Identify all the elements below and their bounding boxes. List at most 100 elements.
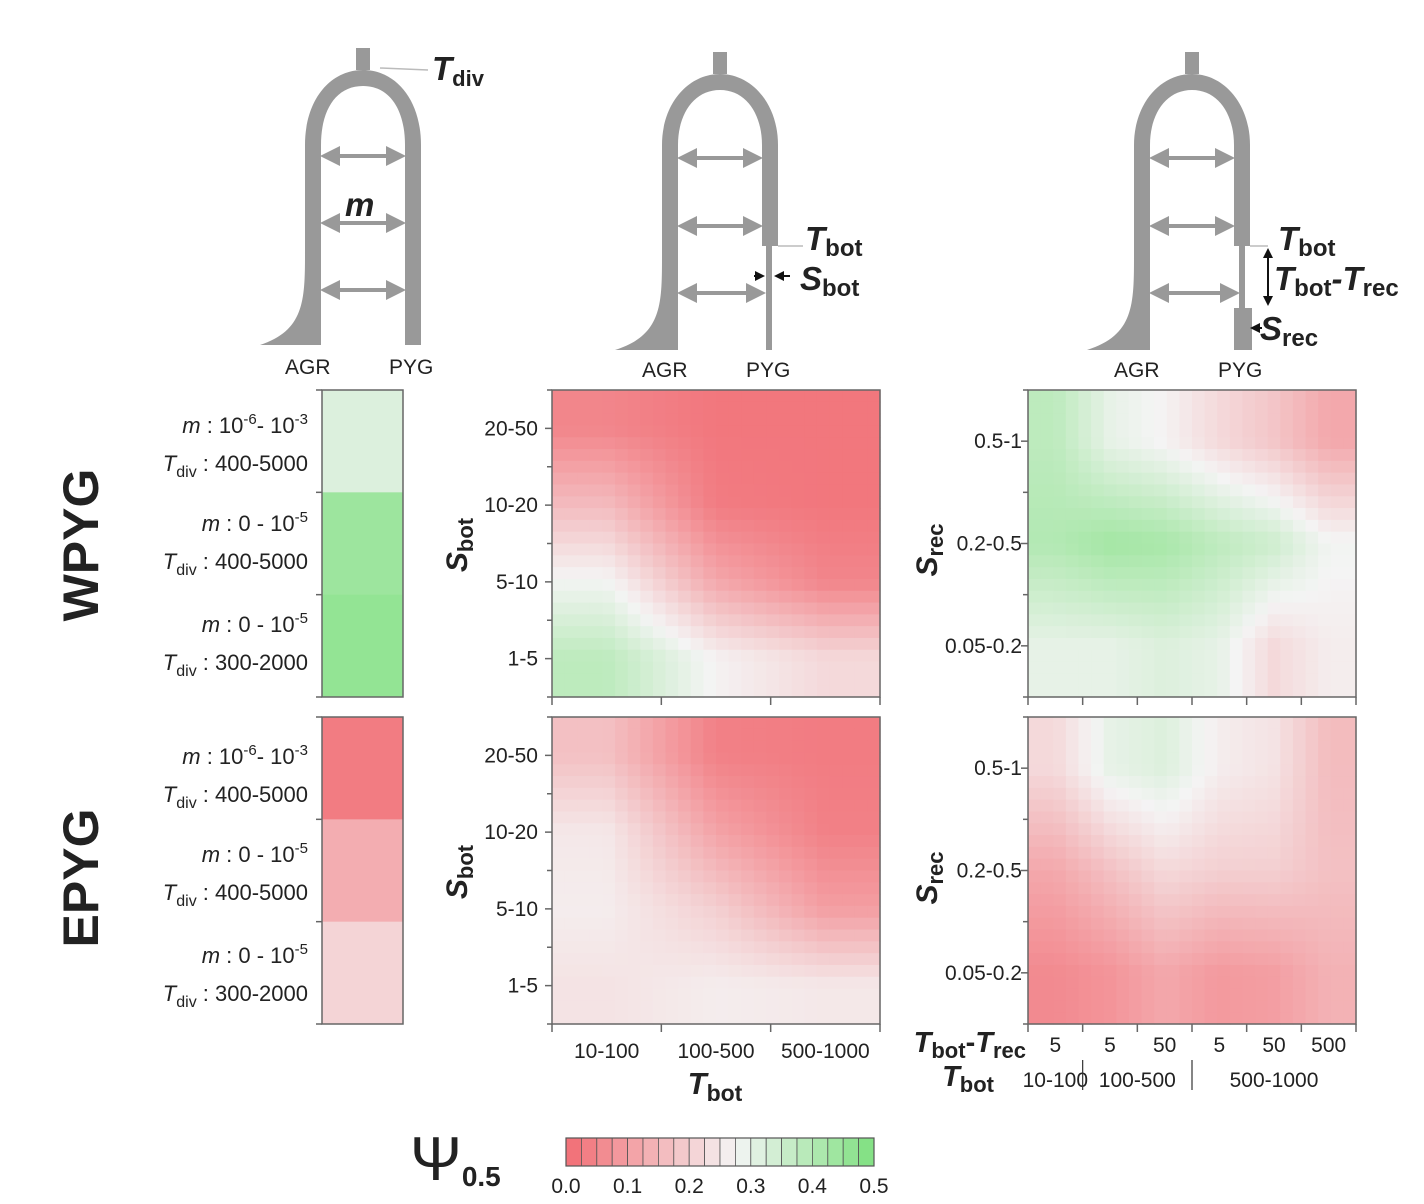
- heatmap-cell: [1179, 882, 1193, 895]
- heatmap-cell: [791, 728, 805, 742]
- heatmap-cell: [703, 823, 717, 836]
- heatmap-cell: [1128, 964, 1143, 978]
- heatmap-cell: [716, 988, 730, 1001]
- heatmap-cell: [577, 870, 591, 883]
- heatmap-cell: [1229, 917, 1244, 931]
- heatmap-cell: [741, 870, 755, 883]
- heatmap-cell: [690, 1012, 704, 1025]
- heatmap-cell: [602, 988, 616, 1001]
- heatmap-cell: [577, 472, 591, 486]
- heatmap-cell: [627, 460, 641, 474]
- heatmap-cell: [854, 390, 868, 403]
- heatmap-cell: [867, 740, 881, 754]
- heatmap-cell: [1166, 484, 1180, 497]
- heatmap-cell: [728, 787, 742, 801]
- heatmap-cell: [1217, 484, 1231, 497]
- heatmap-cell: [1179, 425, 1193, 438]
- heatmap-cell: [665, 590, 679, 604]
- heatmap-cell: [602, 776, 616, 789]
- heatmap-cell: [577, 578, 591, 592]
- heatmap-cell: [1040, 590, 1054, 604]
- heatmap-cell: [1292, 823, 1307, 836]
- heatmap-cell: [1078, 614, 1092, 627]
- heatmap-cell: [842, 531, 856, 545]
- heatmap-cell: [1255, 988, 1269, 1001]
- heatmap-cell: [1192, 882, 1206, 895]
- heatmap-cell: [1255, 437, 1269, 450]
- heatmap-cell: [602, 413, 616, 427]
- heatmap-cell: [602, 449, 616, 462]
- heatmap-cell: [1065, 894, 1080, 907]
- heatmap-cell: [627, 543, 641, 556]
- heatmap-cell: [791, 787, 805, 801]
- heatmap-cell: [1028, 858, 1042, 872]
- heatmap-cell: [1242, 590, 1256, 604]
- heatmap-cell: [791, 449, 805, 462]
- heatmap-cell: [842, 425, 856, 438]
- colorbar-cell: [658, 1137, 675, 1167]
- heatmap-cell: [1217, 614, 1231, 627]
- heatmap-cell: [1091, 425, 1105, 438]
- heatmap-cell: [1280, 519, 1294, 533]
- heatmap-cell: [1040, 846, 1054, 860]
- heatmap-cell: [804, 401, 818, 415]
- heatmap-cell: [791, 519, 805, 533]
- heatmap-cell: [552, 496, 566, 509]
- heatmap-cell: [1065, 905, 1080, 919]
- heatmap-cell: [854, 519, 868, 533]
- heatmap-cell: [1242, 976, 1256, 990]
- heatmap-cell: [1065, 685, 1080, 698]
- heatmap-cell: [728, 685, 742, 698]
- heatmap-cell: [602, 519, 616, 533]
- heatmap-cell: [1267, 823, 1281, 836]
- heatmap-cell: [1179, 626, 1193, 639]
- heatmap-cell: [678, 449, 692, 462]
- heatmap-cell: [1116, 835, 1130, 848]
- heatmap-cell: [791, 905, 805, 919]
- heatmap-cell: [640, 894, 654, 907]
- heatmap-cell: [1255, 590, 1269, 604]
- heatmap-cell: [1242, 437, 1256, 450]
- heatmap-cell: [1292, 1000, 1307, 1013]
- heatmap-cell: [589, 894, 604, 907]
- heatmap-cell: [577, 799, 591, 813]
- heatmap-cell: [1192, 905, 1206, 919]
- heatmap-cell: [1078, 835, 1092, 848]
- heatmap-cell: [867, 858, 881, 872]
- heatmap-cell: [564, 941, 578, 954]
- heatmap-cell: [1116, 472, 1130, 486]
- heatmap-cell: [589, 685, 604, 698]
- heatmap-cell: [1192, 496, 1206, 509]
- heatmap-cell: [1103, 555, 1117, 568]
- heatmap-cell: [1305, 531, 1319, 545]
- heatmap-cell: [1053, 673, 1067, 686]
- heatmap-cell: [842, 460, 856, 474]
- heatmap-cell: [589, 799, 604, 813]
- heatmap-cell: [589, 1000, 604, 1013]
- heatmap-cell: [1065, 752, 1080, 765]
- heatmap-cell: [1040, 649, 1054, 663]
- heatmap-cell: [1091, 823, 1105, 836]
- heatmap-cell: [1217, 425, 1231, 438]
- heatmap-cell: [779, 685, 793, 698]
- heatmap-cell: [1078, 460, 1092, 474]
- heatmap-cell: [1267, 602, 1281, 615]
- heatmap-cell: [1280, 740, 1294, 754]
- heatmap-cell: [1229, 661, 1244, 674]
- heatmap-cell: [791, 846, 805, 860]
- heatmap-cell: [1255, 858, 1269, 872]
- heatmap-cell: [854, 649, 868, 663]
- heatmap-cell: [779, 917, 793, 931]
- heatmap-cell: [1280, 590, 1294, 604]
- heatmap-cell: [640, 776, 654, 789]
- heatmap-cell: [829, 460, 843, 474]
- heatmap-cell: [716, 858, 730, 872]
- heatmap-cell: [690, 1000, 704, 1013]
- heatmap-cell: [1028, 484, 1042, 497]
- heatmap-cell: [665, 846, 679, 860]
- heatmap-cell: [766, 578, 780, 592]
- heatmap-cell: [1330, 776, 1344, 789]
- heatmap-cell: [1318, 846, 1332, 860]
- heatmap-cell: [854, 740, 868, 754]
